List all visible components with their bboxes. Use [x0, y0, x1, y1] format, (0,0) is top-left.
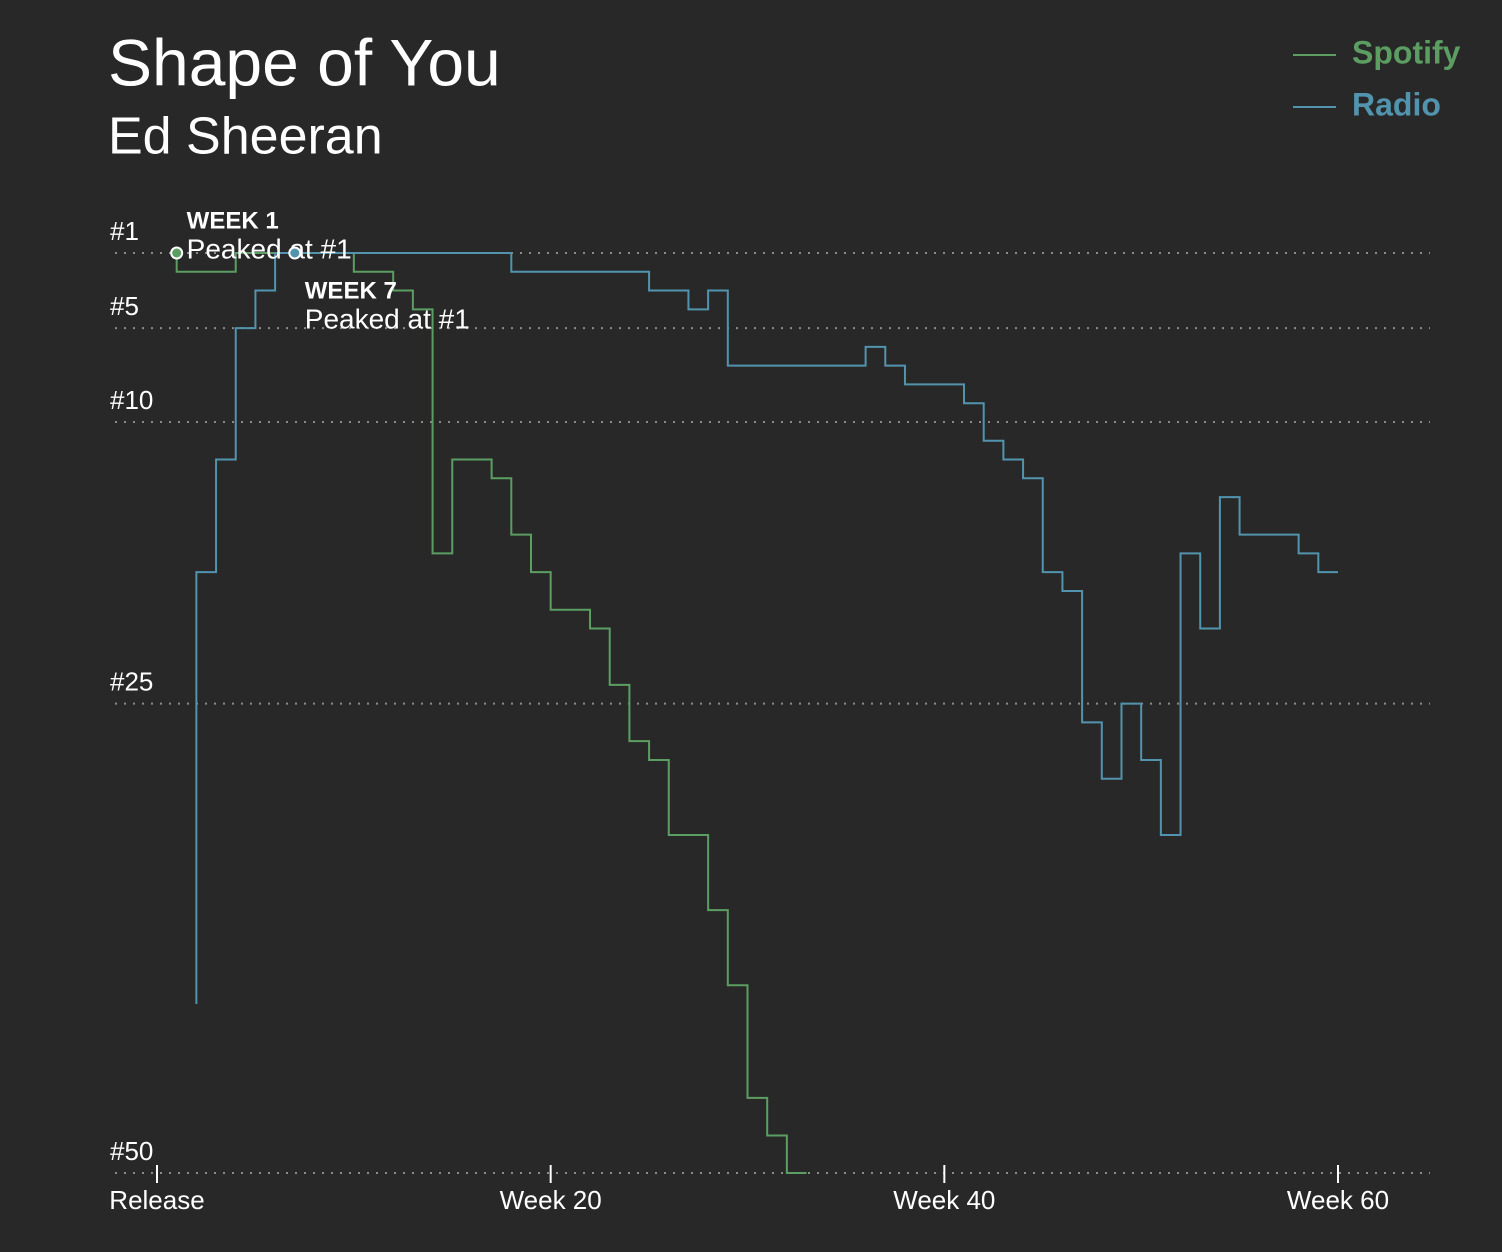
y-tick-label: #5 — [110, 291, 139, 321]
x-tick-label: Week 20 — [500, 1185, 602, 1215]
series-line — [195, 252, 1338, 1005]
y-tick-label: #1 — [110, 216, 139, 246]
chart-title: Shape of You — [108, 25, 501, 99]
x-tick-label: Week 40 — [893, 1185, 995, 1215]
legend-label: Radio — [1352, 86, 1441, 122]
chart-subtitle: Ed Sheeran — [108, 108, 383, 166]
y-tick-label: #10 — [110, 385, 153, 415]
annotation-text: Peaked at #1 — [187, 233, 352, 264]
annotation-text: Peaked at #1 — [305, 303, 470, 334]
annotation-label: WEEK 1 — [187, 207, 279, 234]
annotation-marker — [170, 246, 184, 260]
y-tick-label: #50 — [110, 1136, 153, 1166]
y-tick-label: #25 — [110, 666, 153, 696]
annotation-label: WEEK 7 — [305, 277, 397, 304]
annotation-marker — [288, 246, 302, 260]
series-line — [175, 252, 807, 1174]
x-tick-label: Release — [109, 1185, 204, 1215]
legend-label: Spotify — [1352, 34, 1461, 70]
x-tick-label: Week 60 — [1287, 1185, 1389, 1215]
